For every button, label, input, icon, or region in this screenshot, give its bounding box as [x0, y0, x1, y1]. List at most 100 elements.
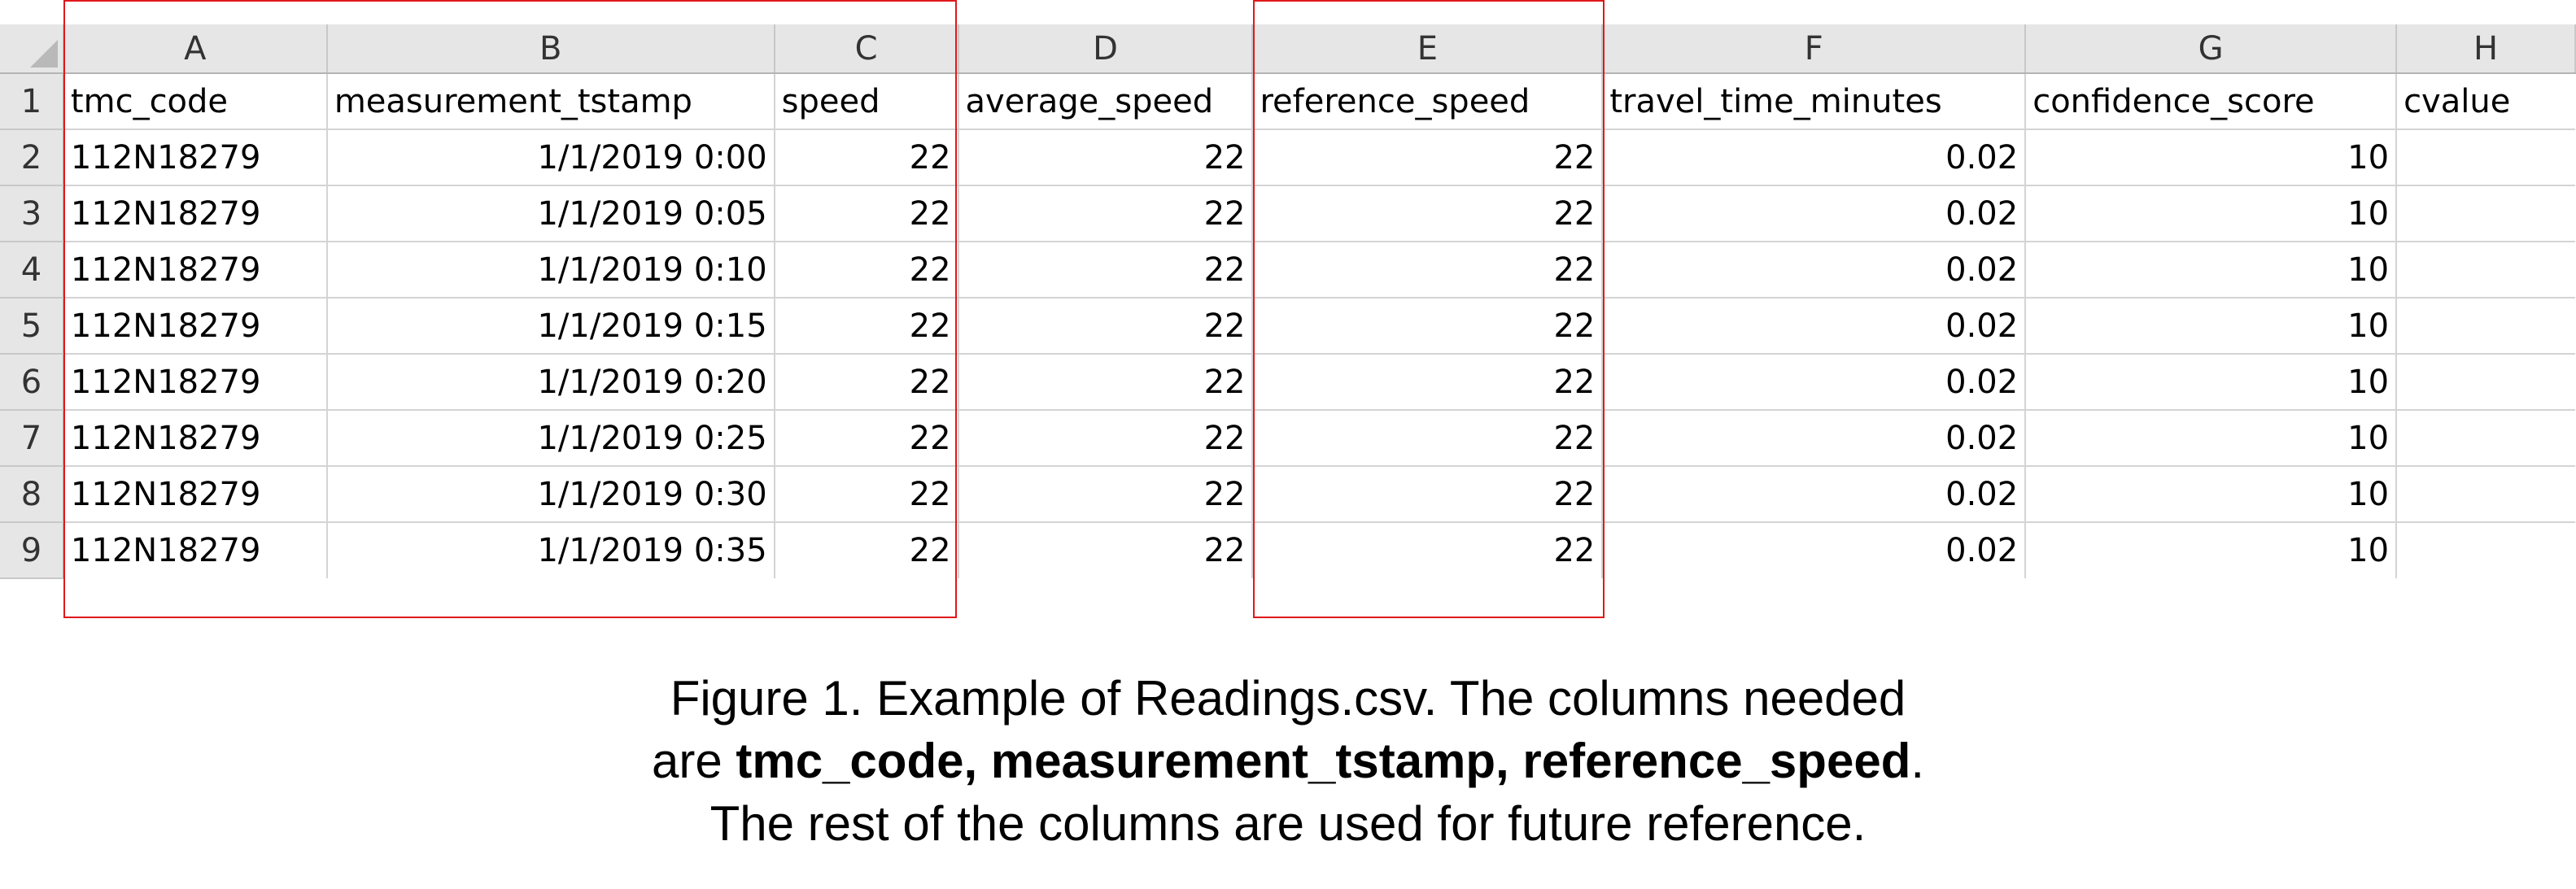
select-all-corner[interactable] [0, 24, 64, 74]
row-header[interactable]: 8 [0, 466, 64, 523]
cell-average-speed[interactable]: 22 [958, 466, 1254, 523]
cell-cvalue[interactable] [2396, 410, 2575, 467]
cell-travel-time-minutes[interactable]: 0.02 [1602, 185, 2027, 242]
row-header[interactable]: 6 [0, 354, 64, 411]
cell-tmc-code[interactable]: 112N18279 [63, 466, 328, 523]
cell-measurement-tstamp[interactable]: 1/1/2019 0:10 [326, 242, 775, 299]
cell-average-speed[interactable]: 22 [958, 185, 1254, 242]
cell-travel-time-minutes[interactable]: 0.02 [1602, 354, 2027, 411]
cell-cvalue[interactable] [2396, 129, 2575, 186]
cell-cvalue[interactable] [2396, 466, 2575, 523]
cell-travel-time-minutes[interactable]: 0.02 [1602, 522, 2027, 578]
row-header[interactable]: 4 [0, 242, 64, 299]
row-header[interactable]: 9 [0, 522, 64, 579]
cell-reference-speed[interactable]: 22 [1252, 522, 1604, 578]
cell-cvalue[interactable] [2396, 354, 2575, 411]
cell-average-speed[interactable]: 22 [958, 354, 1254, 411]
cell-tmc-code[interactable]: 112N18279 [63, 354, 328, 411]
row-header[interactable]: 7 [0, 410, 64, 467]
row-header[interactable]: 3 [0, 185, 64, 242]
table-row: 4 112N18279 1/1/2019 0:10 22 22 22 0.02 … [0, 242, 2575, 299]
table-row: 8 112N18279 1/1/2019 0:30 22 22 22 0.02 … [0, 466, 2575, 523]
cell-measurement-tstamp[interactable]: 1/1/2019 0:15 [326, 298, 775, 355]
cell-confidence-score[interactable]: 10 [2025, 354, 2398, 411]
cell-confidence-score[interactable]: 10 [2025, 466, 2398, 523]
cell-average-speed[interactable]: 22 [958, 410, 1254, 467]
row-header[interactable]: 1 [0, 73, 64, 130]
header-cell-travel-time-minutes[interactable]: travel_time_minutes [1602, 73, 2027, 130]
cell-measurement-tstamp[interactable]: 1/1/2019 0:05 [326, 185, 775, 242]
cell-confidence-score[interactable]: 10 [2025, 185, 2398, 242]
caption-line-2-prefix: are [651, 734, 736, 788]
cell-reference-speed[interactable]: 22 [1252, 129, 1604, 186]
cell-average-speed[interactable]: 22 [958, 522, 1254, 578]
row-header[interactable]: 5 [0, 298, 64, 355]
cell-tmc-code[interactable]: 112N18279 [63, 242, 328, 299]
cell-tmc-code[interactable]: 112N18279 [63, 522, 328, 578]
header-cell-reference-speed[interactable]: reference_speed [1252, 73, 1604, 130]
cell-speed[interactable]: 22 [774, 354, 959, 411]
cell-tmc-code[interactable]: 112N18279 [63, 129, 328, 186]
cell-tmc-code[interactable]: 112N18279 [63, 410, 328, 467]
header-data-row: 1 tmc_code measurement_tstamp speed aver… [0, 73, 2575, 130]
column-header-g[interactable]: G [2025, 24, 2398, 74]
cell-speed[interactable]: 22 [774, 466, 959, 523]
table-row: 5 112N18279 1/1/2019 0:15 22 22 22 0.02 … [0, 298, 2575, 355]
cell-travel-time-minutes[interactable]: 0.02 [1602, 242, 2027, 299]
cell-speed[interactable]: 22 [774, 185, 959, 242]
column-header-row: A B C D E F G H [0, 24, 2576, 74]
table-row: 7 112N18279 1/1/2019 0:25 22 22 22 0.02 … [0, 410, 2575, 467]
column-header-f[interactable]: F [1602, 24, 2027, 74]
cell-average-speed[interactable]: 22 [958, 242, 1254, 299]
header-cell-cvalue[interactable]: cvalue [2396, 73, 2575, 130]
cell-reference-speed[interactable]: 22 [1252, 185, 1604, 242]
column-header-c[interactable]: C [774, 24, 959, 74]
cell-tmc-code[interactable]: 112N18279 [63, 298, 328, 355]
caption-required-columns: tmc_code, measurement_tstamp, reference_… [736, 734, 1911, 788]
cell-cvalue[interactable] [2396, 522, 2575, 578]
header-cell-tmc-code[interactable]: tmc_code [63, 73, 328, 130]
select-all-triangle-icon [29, 40, 58, 68]
row-header[interactable]: 2 [0, 129, 64, 186]
cell-travel-time-minutes[interactable]: 0.02 [1602, 410, 2027, 467]
cell-travel-time-minutes[interactable]: 0.02 [1602, 466, 2027, 523]
cell-measurement-tstamp[interactable]: 1/1/2019 0:20 [326, 354, 775, 411]
cell-measurement-tstamp[interactable]: 1/1/2019 0:35 [326, 522, 775, 578]
cell-cvalue[interactable] [2396, 185, 2575, 242]
column-header-d[interactable]: D [958, 24, 1254, 74]
header-cell-speed[interactable]: speed [774, 73, 959, 130]
column-header-b[interactable]: B [326, 24, 775, 74]
cell-speed[interactable]: 22 [774, 129, 959, 186]
cell-speed[interactable]: 22 [774, 522, 959, 578]
cell-speed[interactable]: 22 [774, 298, 959, 355]
cell-confidence-score[interactable]: 10 [2025, 242, 2398, 299]
cell-measurement-tstamp[interactable]: 1/1/2019 0:00 [326, 129, 775, 186]
cell-confidence-score[interactable]: 10 [2025, 410, 2398, 467]
cell-reference-speed[interactable]: 22 [1252, 242, 1604, 299]
column-header-h[interactable]: H [2396, 24, 2576, 74]
cell-average-speed[interactable]: 22 [958, 129, 1254, 186]
cell-reference-speed[interactable]: 22 [1252, 410, 1604, 467]
cell-reference-speed[interactable]: 22 [1252, 466, 1604, 523]
cell-measurement-tstamp[interactable]: 1/1/2019 0:25 [326, 410, 775, 467]
cell-confidence-score[interactable]: 10 [2025, 522, 2398, 578]
cell-travel-time-minutes[interactable]: 0.02 [1602, 129, 2027, 186]
cell-travel-time-minutes[interactable]: 0.02 [1602, 298, 2027, 355]
cell-cvalue[interactable] [2396, 298, 2575, 355]
cell-speed[interactable]: 22 [774, 410, 959, 467]
header-cell-measurement-tstamp[interactable]: measurement_tstamp [326, 73, 775, 130]
cell-confidence-score[interactable]: 10 [2025, 129, 2398, 186]
cell-reference-speed[interactable]: 22 [1252, 354, 1604, 411]
header-cell-average-speed[interactable]: average_speed [958, 73, 1254, 130]
cell-measurement-tstamp[interactable]: 1/1/2019 0:30 [326, 466, 775, 523]
cell-confidence-score[interactable]: 10 [2025, 298, 2398, 355]
column-header-e[interactable]: E [1252, 24, 1604, 74]
cell-cvalue[interactable] [2396, 242, 2575, 299]
cell-reference-speed[interactable]: 22 [1252, 298, 1604, 355]
cell-speed[interactable]: 22 [774, 242, 959, 299]
cell-tmc-code[interactable]: 112N18279 [63, 185, 328, 242]
caption-line-2-suffix: . [1910, 734, 1925, 788]
column-header-a[interactable]: A [63, 24, 328, 74]
cell-average-speed[interactable]: 22 [958, 298, 1254, 355]
header-cell-confidence-score[interactable]: confidence_score [2025, 73, 2398, 130]
